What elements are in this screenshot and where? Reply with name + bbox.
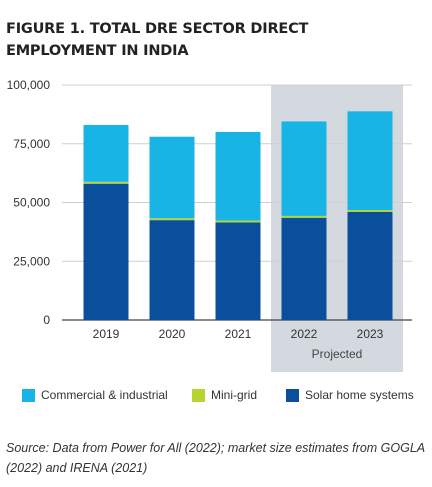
y-tick-label: 50,000 [13,196,50,210]
bar-minigrid-2019 [83,181,129,184]
legend-label-commercial: Commercial & industrial [41,388,168,402]
legend-item-solar: Solar home systems [286,388,414,402]
bar-solar-2022 [281,217,327,320]
bar-minigrid-2023 [347,210,393,212]
source-note: Source: Data from Power for All (2022); … [6,441,425,475]
bar-minigrid-2022 [281,215,327,218]
y-tick-label: 75,000 [13,137,50,151]
chart-title: FIGURE 1. TOTAL DRE SECTOR DIRECT EMPLOY… [6,21,309,59]
x-axis-ticks: 2019 2020 2021 2022 2023 [93,327,384,341]
bar-minigrid-2021 [215,220,261,223]
y-tick-label: 100,000 [7,78,51,92]
bar-commercial-2021 [215,132,261,221]
projected-label: Projected [312,347,363,361]
legend-swatch-solar [286,388,299,402]
legend-swatch-minigrid [192,388,205,402]
legend-label-minigrid: Mini-grid [211,388,258,402]
legend-swatch-commercial [22,388,35,402]
legend-item-minigrid: Mini-grid [192,388,257,402]
legend-label-solar: Solar home systems [305,388,414,402]
x-tick-label: 2021 [225,327,252,341]
x-tick-label: 2019 [93,327,120,341]
bar-minigrid-2020 [149,218,195,221]
x-tick-label: 2023 [357,327,384,341]
x-tick-label: 2022 [291,327,318,341]
bar-solar-2020 [149,220,195,320]
bar-solar-2023 [347,211,393,320]
bars [83,111,393,320]
legend: Commercial & industrial Mini-grid Solar … [22,388,422,408]
bar-commercial-2019 [83,124,129,182]
y-tick-label: 0 [43,313,50,327]
bar-commercial-2020 [149,136,195,219]
bar-solar-2019 [83,183,129,320]
legend-item-commercial: Commercial & industrial [22,388,168,402]
y-axis-ticks: 0 25,000 50,000 75,000 100,000 [7,78,51,327]
x-tick-label: 2020 [159,327,186,341]
y-tick-label: 25,000 [13,254,50,268]
bar-commercial-2023 [347,111,393,211]
bar-commercial-2022 [281,121,327,216]
bar-solar-2021 [215,222,261,320]
